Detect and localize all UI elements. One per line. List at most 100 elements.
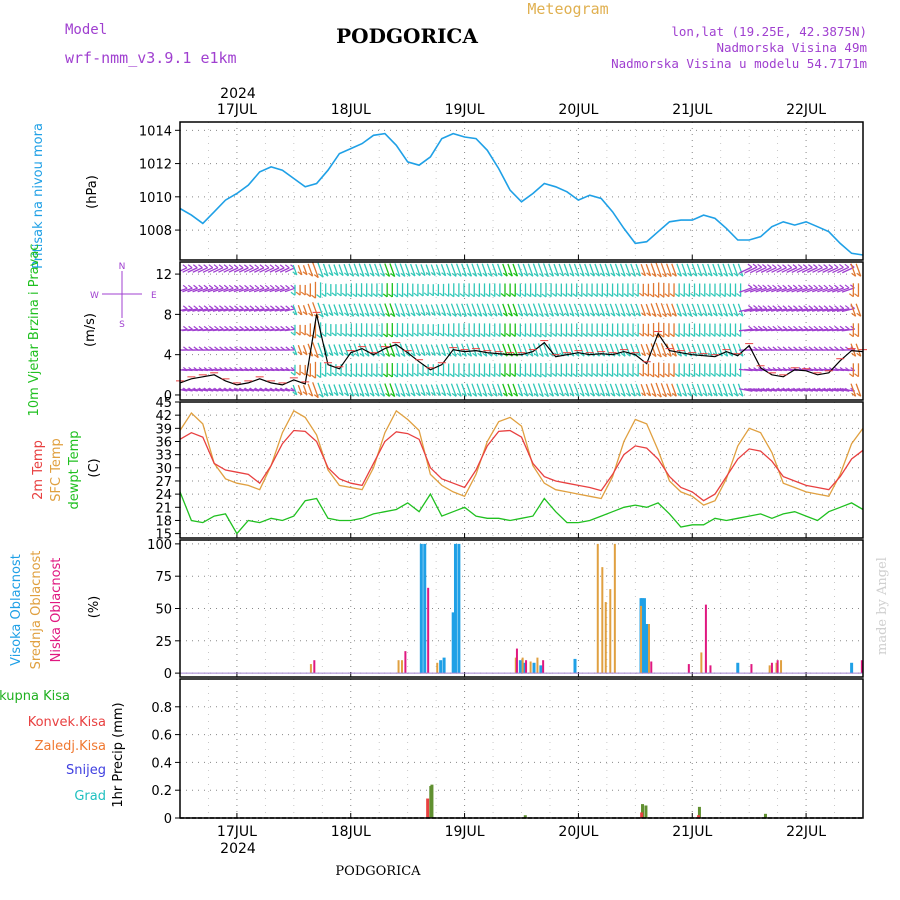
wind-barb [599, 263, 606, 277]
top-day-label: 17JUL [217, 102, 257, 118]
wind-barb-flag [482, 352, 488, 357]
wind-barb-flag [456, 272, 462, 277]
wind-barb [440, 344, 447, 356]
wind-barb-flag [228, 284, 234, 289]
wind-barb [384, 263, 391, 277]
wind-barb [182, 267, 193, 273]
wind-barb [686, 383, 693, 397]
wind-barb-flag [323, 272, 329, 277]
wind-barb-flag [587, 373, 593, 377]
wind-barb-flag [692, 272, 698, 277]
cloud-bar [532, 662, 536, 674]
wind-barb [691, 263, 698, 277]
wind-barb-flag [669, 373, 675, 378]
wind-barb [707, 303, 713, 317]
wind-barb-flag [239, 284, 244, 289]
wind-barb-flag [584, 392, 590, 397]
wind-barb-flag [777, 305, 783, 310]
wind-barb-flag [656, 273, 662, 278]
wind-barb-flag [787, 284, 793, 289]
wind-barb-flag [336, 292, 342, 297]
wind-barb-flag [346, 373, 352, 378]
wind-barb [517, 263, 524, 277]
wind-barb-flag [679, 333, 685, 338]
wind-barb-flag [208, 325, 214, 330]
precip-bar [644, 805, 648, 818]
wind-barb-flag [782, 264, 787, 269]
wind-barb-flag [436, 352, 441, 357]
wind-barb-flag [798, 305, 803, 310]
wind-barb [274, 287, 285, 293]
wind-barb-flag [564, 272, 570, 277]
wind-barb [415, 263, 421, 277]
wind-barb-flag [444, 292, 450, 297]
wind-barb-flag [715, 373, 721, 377]
wind-barb-flag [641, 312, 646, 317]
wind-barb [855, 343, 862, 357]
wind-barb [760, 308, 772, 312]
wind-barb-flag [528, 312, 534, 317]
wind-barb-flag [311, 374, 316, 379]
wind-barb-flag [302, 271, 308, 276]
wind-barb [202, 388, 214, 392]
wind-barb [614, 303, 621, 317]
wind-barb [786, 267, 798, 273]
wind-barb-flag [400, 352, 406, 357]
wind-barb-flag [446, 392, 452, 397]
wind-barb-flag [726, 293, 731, 298]
wind-barb-flag [507, 312, 513, 317]
wind-barb-flag [828, 325, 834, 330]
cloud-bar [642, 598, 646, 674]
wind-barb-flag [269, 305, 275, 310]
wind-barb-flag [500, 333, 506, 338]
wind-barb [253, 388, 265, 392]
wind-barb-flag [454, 293, 460, 298]
wind-barb [806, 287, 818, 293]
wind-barb-flag [495, 373, 501, 378]
wind-barb-flag [260, 325, 265, 330]
wind-barb-flag [813, 325, 819, 330]
wind-barb-flag [690, 373, 695, 377]
wind-barb [430, 344, 436, 356]
wind-barb [409, 303, 416, 317]
wind-barb [831, 287, 844, 293]
wind-barb-flag [385, 312, 390, 317]
wind-barb-flag [495, 333, 501, 338]
wind-barb [532, 263, 539, 277]
cloud-bar [542, 660, 545, 674]
wind-barb [466, 383, 473, 397]
elevation: Nadmorska Visina 49m [716, 40, 867, 55]
wind-barb-flag [413, 292, 419, 297]
wind-barb-flag [367, 293, 373, 298]
wind-barb-flag [536, 293, 542, 298]
wind-barb [717, 383, 723, 397]
wind-barb-flag [620, 272, 626, 277]
wind-barb [732, 303, 739, 317]
wind-barb-flag [292, 271, 298, 276]
wind-barb-flag [731, 293, 736, 297]
wind-barb [228, 267, 239, 273]
wind-barb-flag [459, 373, 465, 378]
wind-barb-flag [480, 333, 485, 338]
wind-barb [502, 383, 508, 397]
wind-barb-flag [526, 293, 531, 298]
wind-barb-flag [682, 392, 687, 397]
wind-barb-flag [605, 272, 611, 277]
wind-barb-flag [690, 333, 695, 337]
wind-barb [182, 287, 193, 293]
wind-barb [625, 263, 631, 277]
wind-barb-flag [405, 392, 411, 397]
wind-barb-flag [187, 284, 193, 289]
wind-barb [755, 388, 767, 392]
wind-barb-flag [372, 293, 378, 298]
wind-barb-flag [336, 332, 342, 337]
wind-barb [760, 388, 772, 392]
wind-barb-flag [297, 351, 303, 356]
wind-barb-flag [808, 325, 814, 330]
wind-barb [855, 303, 862, 317]
wind-barb [491, 263, 498, 277]
wind-barb-flag [269, 264, 275, 269]
wind-barb [671, 303, 677, 317]
wind-barb-flag [502, 312, 508, 317]
wind-barb-flag [572, 373, 578, 378]
